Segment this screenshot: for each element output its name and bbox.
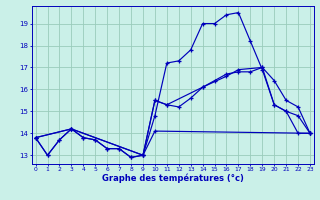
X-axis label: Graphe des températures (°c): Graphe des températures (°c) [102,174,244,183]
